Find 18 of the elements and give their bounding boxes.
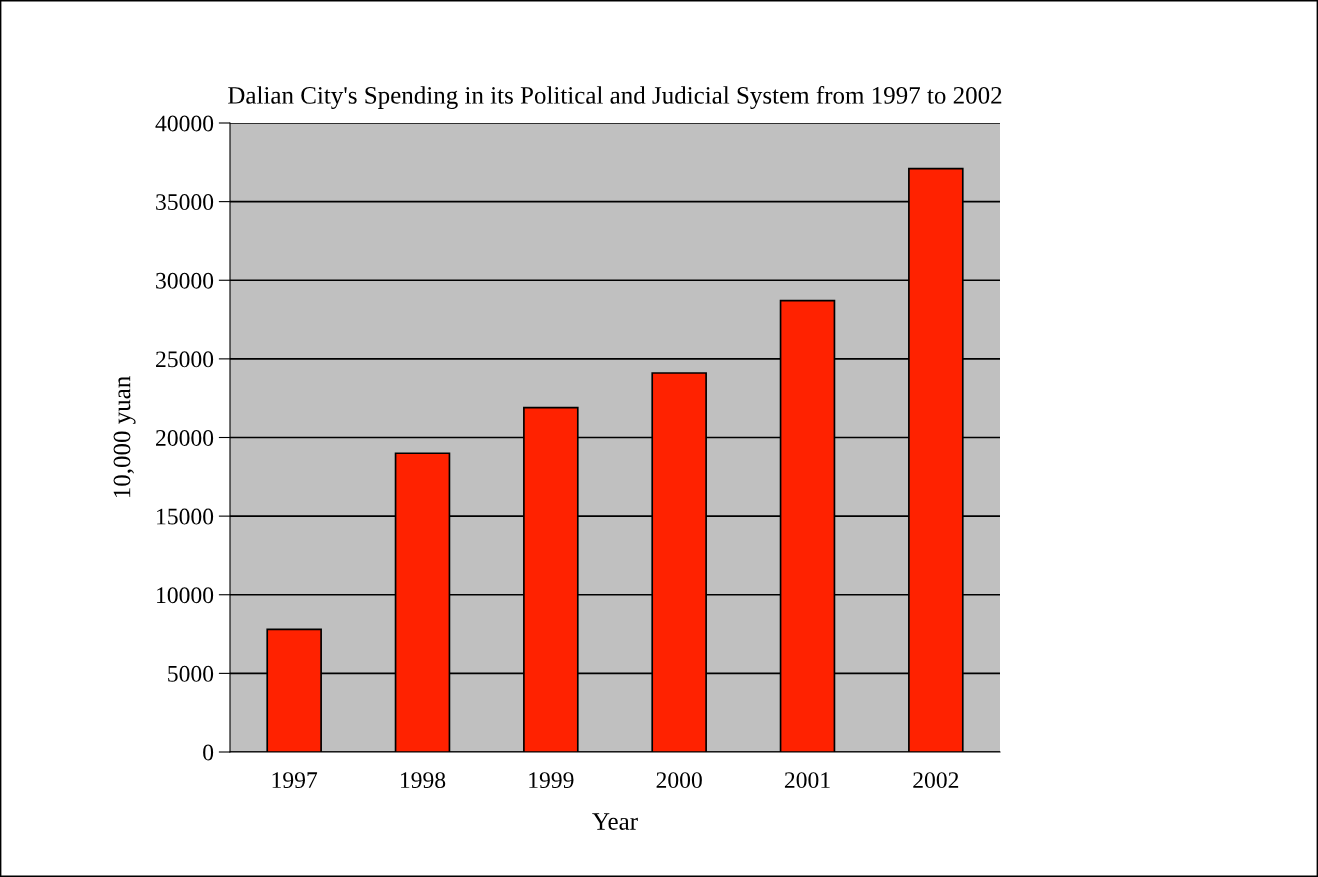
y-tick-label: 5000 — [168, 665, 214, 682]
y-tick-label: 0 — [203, 744, 214, 761]
y-tick-label: 20000 — [156, 429, 214, 446]
x-tick-label: 1997 — [272, 772, 318, 789]
y-tick-label: 15000 — [157, 508, 214, 525]
y-tick-label: 40000 — [155, 115, 214, 132]
x-tick-label: 2002 — [913, 772, 959, 789]
x-tick-label: 2000 — [656, 772, 702, 789]
x-axis-title: Year — [592, 813, 638, 830]
x-tick-label: 1998 — [400, 772, 446, 789]
y-axis-title: 10,000 yuan — [113, 376, 136, 498]
x-tick-label: 1999 — [529, 772, 574, 789]
y-tick-label: 25000 — [156, 351, 214, 368]
y-tick-label: 10000 — [157, 587, 214, 604]
y-tick-label: 35000 — [156, 194, 214, 211]
y-tick-label: 30000 — [156, 272, 214, 289]
x-tick-label: 2001 — [784, 772, 830, 789]
chart-title: Dalian City's Spending in its Political and Judicial System from 1997 to 2002 — [228, 85, 1002, 109]
